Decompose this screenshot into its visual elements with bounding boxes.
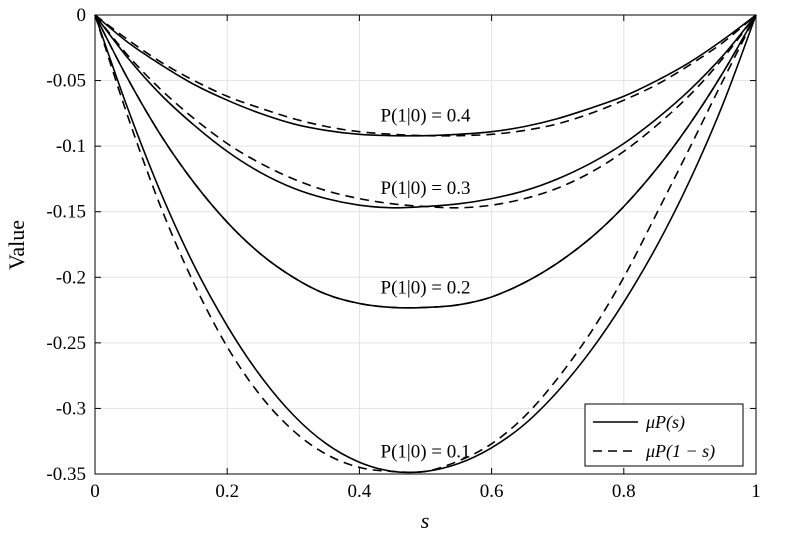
y-tick-label: 0 [77,5,87,26]
y-ticks: 0 -0.05 -0.1 -0.15 -0.2 -0.25 -0.3 -0.35 [46,5,756,485]
x-tick-label: 0 [90,481,100,502]
y-tick-label: -0.3 [56,398,86,419]
annotations: P(1|0) = 0.4 P(1|0) = 0.3 P(1|0) = 0.2 P(1|… [381,106,471,463]
x-ticks: 0 0.2 0.4 0.6 0.8 1 [90,15,761,502]
x-tick-label: 0.8 [612,481,636,502]
plot-frame [94,14,757,475]
x-axis-label: s [421,508,430,533]
x-tick-label: 0.6 [480,481,504,502]
curve-annotation: P(1|0) = 0.1 [381,441,471,462]
x-tick-label: 0.4 [348,481,372,502]
curve-annotation: P(1|0) = 0.3 [381,178,471,199]
curve-annotation: P(1|0) = 0.2 [381,277,471,298]
y-tick-label: -0.25 [46,333,86,354]
x-tick-label: 0.2 [215,481,239,502]
series-solid-curve [94,14,757,137]
y-axis-label: Value [4,220,29,270]
y-tick-label: -0.1 [56,136,86,157]
series-solid-curve [94,14,757,209]
x-tick-label: 1 [751,481,761,502]
series-solid-curve [94,14,757,309]
legend-box [584,403,744,467]
plot-area [95,15,756,474]
series-solid-curve [94,14,757,474]
legend: μP(s) μP(1 − s) [584,403,744,467]
y-tick-label: -0.35 [46,464,86,485]
y-tick-label: -0.15 [46,202,86,223]
legend-label-dashed: μP(1 − s) [645,441,715,462]
legend-label-solid: μP(s) [645,412,685,433]
y-tick-label: -0.2 [56,267,86,288]
curve-annotation: P(1|0) = 0.4 [381,106,471,127]
curves [94,14,757,474]
series-dashed-curve [94,14,757,137]
y-tick-label: -0.05 [46,71,86,92]
